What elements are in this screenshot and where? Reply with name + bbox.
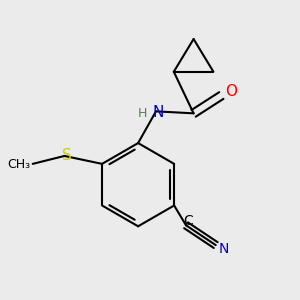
Text: CH₃: CH₃	[7, 158, 30, 171]
Text: C: C	[183, 214, 193, 228]
Text: N: N	[152, 105, 164, 120]
Text: S: S	[61, 148, 71, 164]
Text: N: N	[218, 242, 229, 256]
Text: H: H	[137, 107, 147, 120]
Text: O: O	[225, 84, 237, 99]
